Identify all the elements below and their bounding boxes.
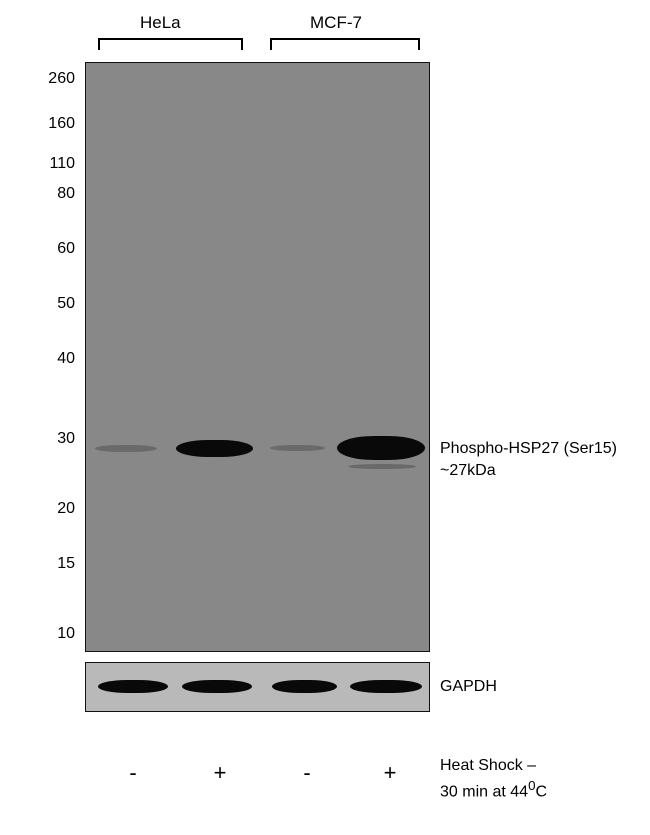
- treatment-sign-lane4: +: [380, 760, 400, 786]
- mw-marker: 80: [40, 185, 75, 203]
- loading-band-lane4: [350, 680, 422, 693]
- mw-marker: 30: [40, 430, 75, 448]
- cell-line-bracket-mcf7: [270, 38, 420, 50]
- treatment-sign-lane3: -: [297, 760, 317, 786]
- mw-marker: 160: [40, 115, 75, 133]
- target-label-line2: ~27kDa: [440, 462, 496, 479]
- mw-marker: 10: [40, 625, 75, 643]
- mw-marker: 260: [40, 70, 75, 88]
- mw-marker: 60: [40, 240, 75, 258]
- loading-control-label: GAPDH: [440, 678, 497, 696]
- target-band-lane2: [176, 440, 253, 457]
- target-protein-label: Phospho-HSP27 (Ser15) ~27kDa: [440, 438, 617, 481]
- treatment-label-suffix: C: [535, 783, 547, 800]
- cell-line-label-hela: HeLa: [140, 13, 181, 33]
- treatment-label-line1: Heat Shock –: [440, 757, 536, 774]
- target-label-line1: Phospho-HSP27 (Ser15): [440, 440, 617, 457]
- target-band-lane3: [270, 445, 325, 451]
- mw-marker: 15: [40, 555, 75, 573]
- treatment-label-line2: 30 min at 44: [440, 783, 528, 800]
- treatment-label: Heat Shock – 30 min at 440C: [440, 755, 547, 803]
- loading-band-lane3: [272, 680, 337, 693]
- loading-band-lane2: [182, 680, 252, 693]
- mw-marker: 110: [40, 155, 75, 173]
- western-blot-figure: HeLa MCF-7 260 160 110 80 60 50 40 30 20…: [10, 10, 640, 825]
- target-band-lane1: [95, 445, 157, 452]
- mw-marker: 20: [40, 500, 75, 518]
- loading-band-lane1: [98, 680, 168, 693]
- target-band-lane4-sub: [348, 464, 416, 469]
- treatment-sign-lane2: +: [210, 760, 230, 786]
- mw-marker: 50: [40, 295, 75, 313]
- treatment-sign-lane1: -: [123, 760, 143, 786]
- mw-marker: 40: [40, 350, 75, 368]
- cell-line-bracket-hela: [98, 38, 243, 50]
- target-band-lane4: [337, 436, 425, 460]
- cell-line-label-mcf7: MCF-7: [310, 13, 362, 33]
- main-blot-membrane: [85, 62, 430, 652]
